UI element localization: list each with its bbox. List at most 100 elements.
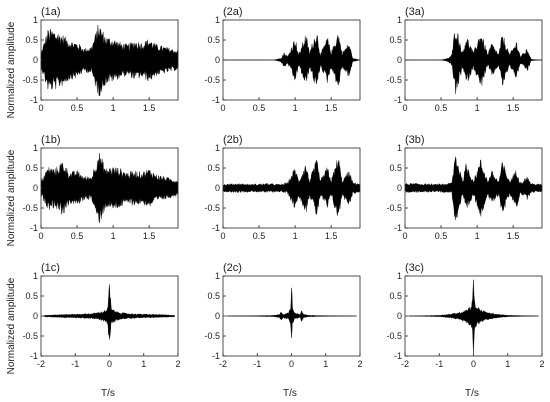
panel-label-2b: (2b) (223, 134, 243, 146)
x-tick-label-3c: 0 (471, 359, 476, 369)
y-tick-label-2b: 0.5 (207, 163, 220, 173)
y-tick-label-1b: -1 (30, 223, 38, 233)
y-tick-label-3a: 0.5 (389, 35, 402, 45)
x-tick-label-2a: 1.5 (325, 103, 338, 113)
x-tick-label-1b: 1.5 (143, 231, 156, 241)
x-tick-label-2c: 2 (357, 359, 362, 369)
x-tick-label-2a: 0.5 (253, 103, 266, 113)
y-tick-label-2b: -0.5 (204, 203, 220, 213)
x-tick-label-1b: 0.5 (71, 231, 84, 241)
x-tick-label-2b: 1 (293, 231, 298, 241)
panel-label-2c: (2c) (223, 262, 242, 274)
y-tick-label-1c: 0 (33, 311, 38, 321)
y-tick-label-1c: -0.5 (22, 331, 38, 341)
x-tick-label-1c: 2 (175, 359, 180, 369)
y-tick-label-2b: -1 (212, 223, 220, 233)
y-tick-label-2a: 0.5 (207, 35, 220, 45)
y-tick-label-1b: 1 (33, 143, 38, 153)
y-tick-label-1b: 0 (33, 183, 38, 193)
y-tick-label-3c: -0.5 (386, 331, 402, 341)
x-tick-label-2c: -2 (219, 359, 227, 369)
y-tick-label-2a: -1 (212, 95, 220, 105)
x-tick-label-3b: 0.5 (435, 231, 448, 241)
panel-3c: -1-0.500.51-2 -1 0 1 2(3c) (386, 262, 544, 369)
y-tick-label-3c: 0 (397, 311, 402, 321)
y-tick-label-2c: -1 (212, 351, 220, 361)
x-tick-label-2b: 0 (220, 231, 225, 241)
panel-label-3a: (3a) (405, 6, 425, 18)
waveform-3b (404, 156, 543, 221)
y-tick-label-2b: 1 (215, 143, 220, 153)
y-tick-label-3b: 1 (397, 143, 402, 153)
panel-3b: -1 -0.5 0 0.5 1 0 0.5 1 1.5 (3b) (386, 134, 543, 241)
y-tick-label-2a: -0.5 (204, 75, 220, 85)
y-axis-label-row-1: Normalized amplitude (6, 21, 17, 118)
x-tick-label-1a: 0.5 (71, 103, 84, 113)
panel-3a: -1 -0.5 0 0.5 1 0 0.5 1 1.5 (3a) (386, 6, 543, 113)
y-tick-label-2c: 0.5 (207, 291, 220, 301)
panel-2b: -1 -0.5 0 0.5 1 0 0.5 1 1.5 (2b) (204, 134, 361, 241)
y-axis-label-row-2: Normalized amplitude (6, 149, 17, 246)
y-tick-label-2b: 0 (215, 183, 220, 193)
y-tick-label-1a: 0 (33, 55, 38, 65)
x-axis-label-col-2: T/s (283, 388, 297, 399)
y-tick-label-1a: -0.5 (22, 75, 38, 85)
panel-1c: -1-0.500.51-2 -1 0 1 2(1c) (22, 262, 180, 369)
y-tick-label-2c: 1 (215, 271, 220, 281)
x-tick-label-3b: 1.5 (507, 231, 520, 241)
y-tick-label-1c: 0.5 (25, 291, 38, 301)
y-tick-label-3a: -1 (394, 95, 402, 105)
x-tick-label-3c: 2 (539, 359, 544, 369)
x-tick-label-2c: 0 (289, 359, 294, 369)
x-tick-label-2c: -1 (253, 359, 261, 369)
x-tick-label-2b: 0.5 (253, 231, 266, 241)
x-tick-label-3a: 0 (402, 103, 407, 113)
x-axis-label-col-3: T/s (465, 388, 479, 399)
y-tick-label-1b: 0.5 (25, 163, 38, 173)
y-tick-label-2c: 0 (215, 311, 220, 321)
panel-label-1c: (1c) (41, 262, 60, 274)
x-axis-label-col-1: T/s (101, 388, 115, 399)
x-tick-label-3a: 1.5 (507, 103, 520, 113)
x-tick-label-2c: 1 (323, 359, 328, 369)
y-tick-label-3a: -0.5 (386, 75, 402, 85)
x-tick-label-1a: 1 (111, 103, 116, 113)
x-tick-label-1c: 1 (141, 359, 146, 369)
y-tick-label-1c: 1 (33, 271, 38, 281)
y-axis-label-row-3: Normalized amplitude (6, 277, 17, 374)
panel-1b: -1 -0.5 0 0.5 1 0 0.5 1 1.5 (1b) (22, 134, 179, 241)
x-tick-label-1a: 0 (38, 103, 43, 113)
y-tick-label-2c: -0.5 (204, 331, 220, 341)
x-tick-label-1b: 1 (111, 231, 116, 241)
x-tick-label-2a: 0 (220, 103, 225, 113)
y-tick-label-3b: -1 (394, 223, 402, 233)
y-tick-label-1a: -1 (30, 95, 38, 105)
x-tick-label-3b: 1 (475, 231, 480, 241)
y-tick-label-3b: 0 (397, 183, 402, 193)
x-tick-label-2b: 1.5 (325, 231, 338, 241)
x-tick-label-3a: 0.5 (435, 103, 448, 113)
y-tick-label-3c: 1 (397, 271, 402, 281)
waveform-1a (40, 24, 179, 96)
waveform-3a (405, 33, 542, 94)
y-tick-label-2a: 1 (215, 15, 220, 25)
panel-1a: -1 -0.5 0 0.5 1 0 0.5 1 1.5 (1a) (22, 6, 179, 113)
x-tick-label-1c: -2 (37, 359, 45, 369)
panel-grid: -1 -0.5 0 0.5 1 0 0.5 1 1.5 (1a) -1 -0.5 0 0.5 1 0 0.5 1 1… (22, 6, 544, 369)
panel-2a: -1 -0.5 0 0.5 1 0 0.5 1 1.5 (2a) (204, 6, 361, 113)
y-tick-label-3c: -1 (394, 351, 402, 361)
waveform-1c (44, 284, 175, 340)
x-tick-label-3a: 1 (475, 103, 480, 113)
panel-2c: -1-0.500.51-2 -1 0 1 2(2c) (204, 262, 362, 369)
y-tick-label-1b: -0.5 (22, 203, 38, 213)
x-tick-label-3c: -1 (435, 359, 443, 369)
x-tick-label-3c: -2 (401, 359, 409, 369)
y-tick-label-3c: 0.5 (389, 291, 402, 301)
x-tick-label-1c: 0 (107, 359, 112, 369)
x-tick-label-1b: 0 (38, 231, 43, 241)
panel-label-1a: (1a) (41, 6, 61, 18)
y-tick-label-3a: 0 (397, 55, 402, 65)
x-tick-label-1a: 1.5 (143, 103, 156, 113)
panel-label-2a: (2a) (223, 6, 243, 18)
